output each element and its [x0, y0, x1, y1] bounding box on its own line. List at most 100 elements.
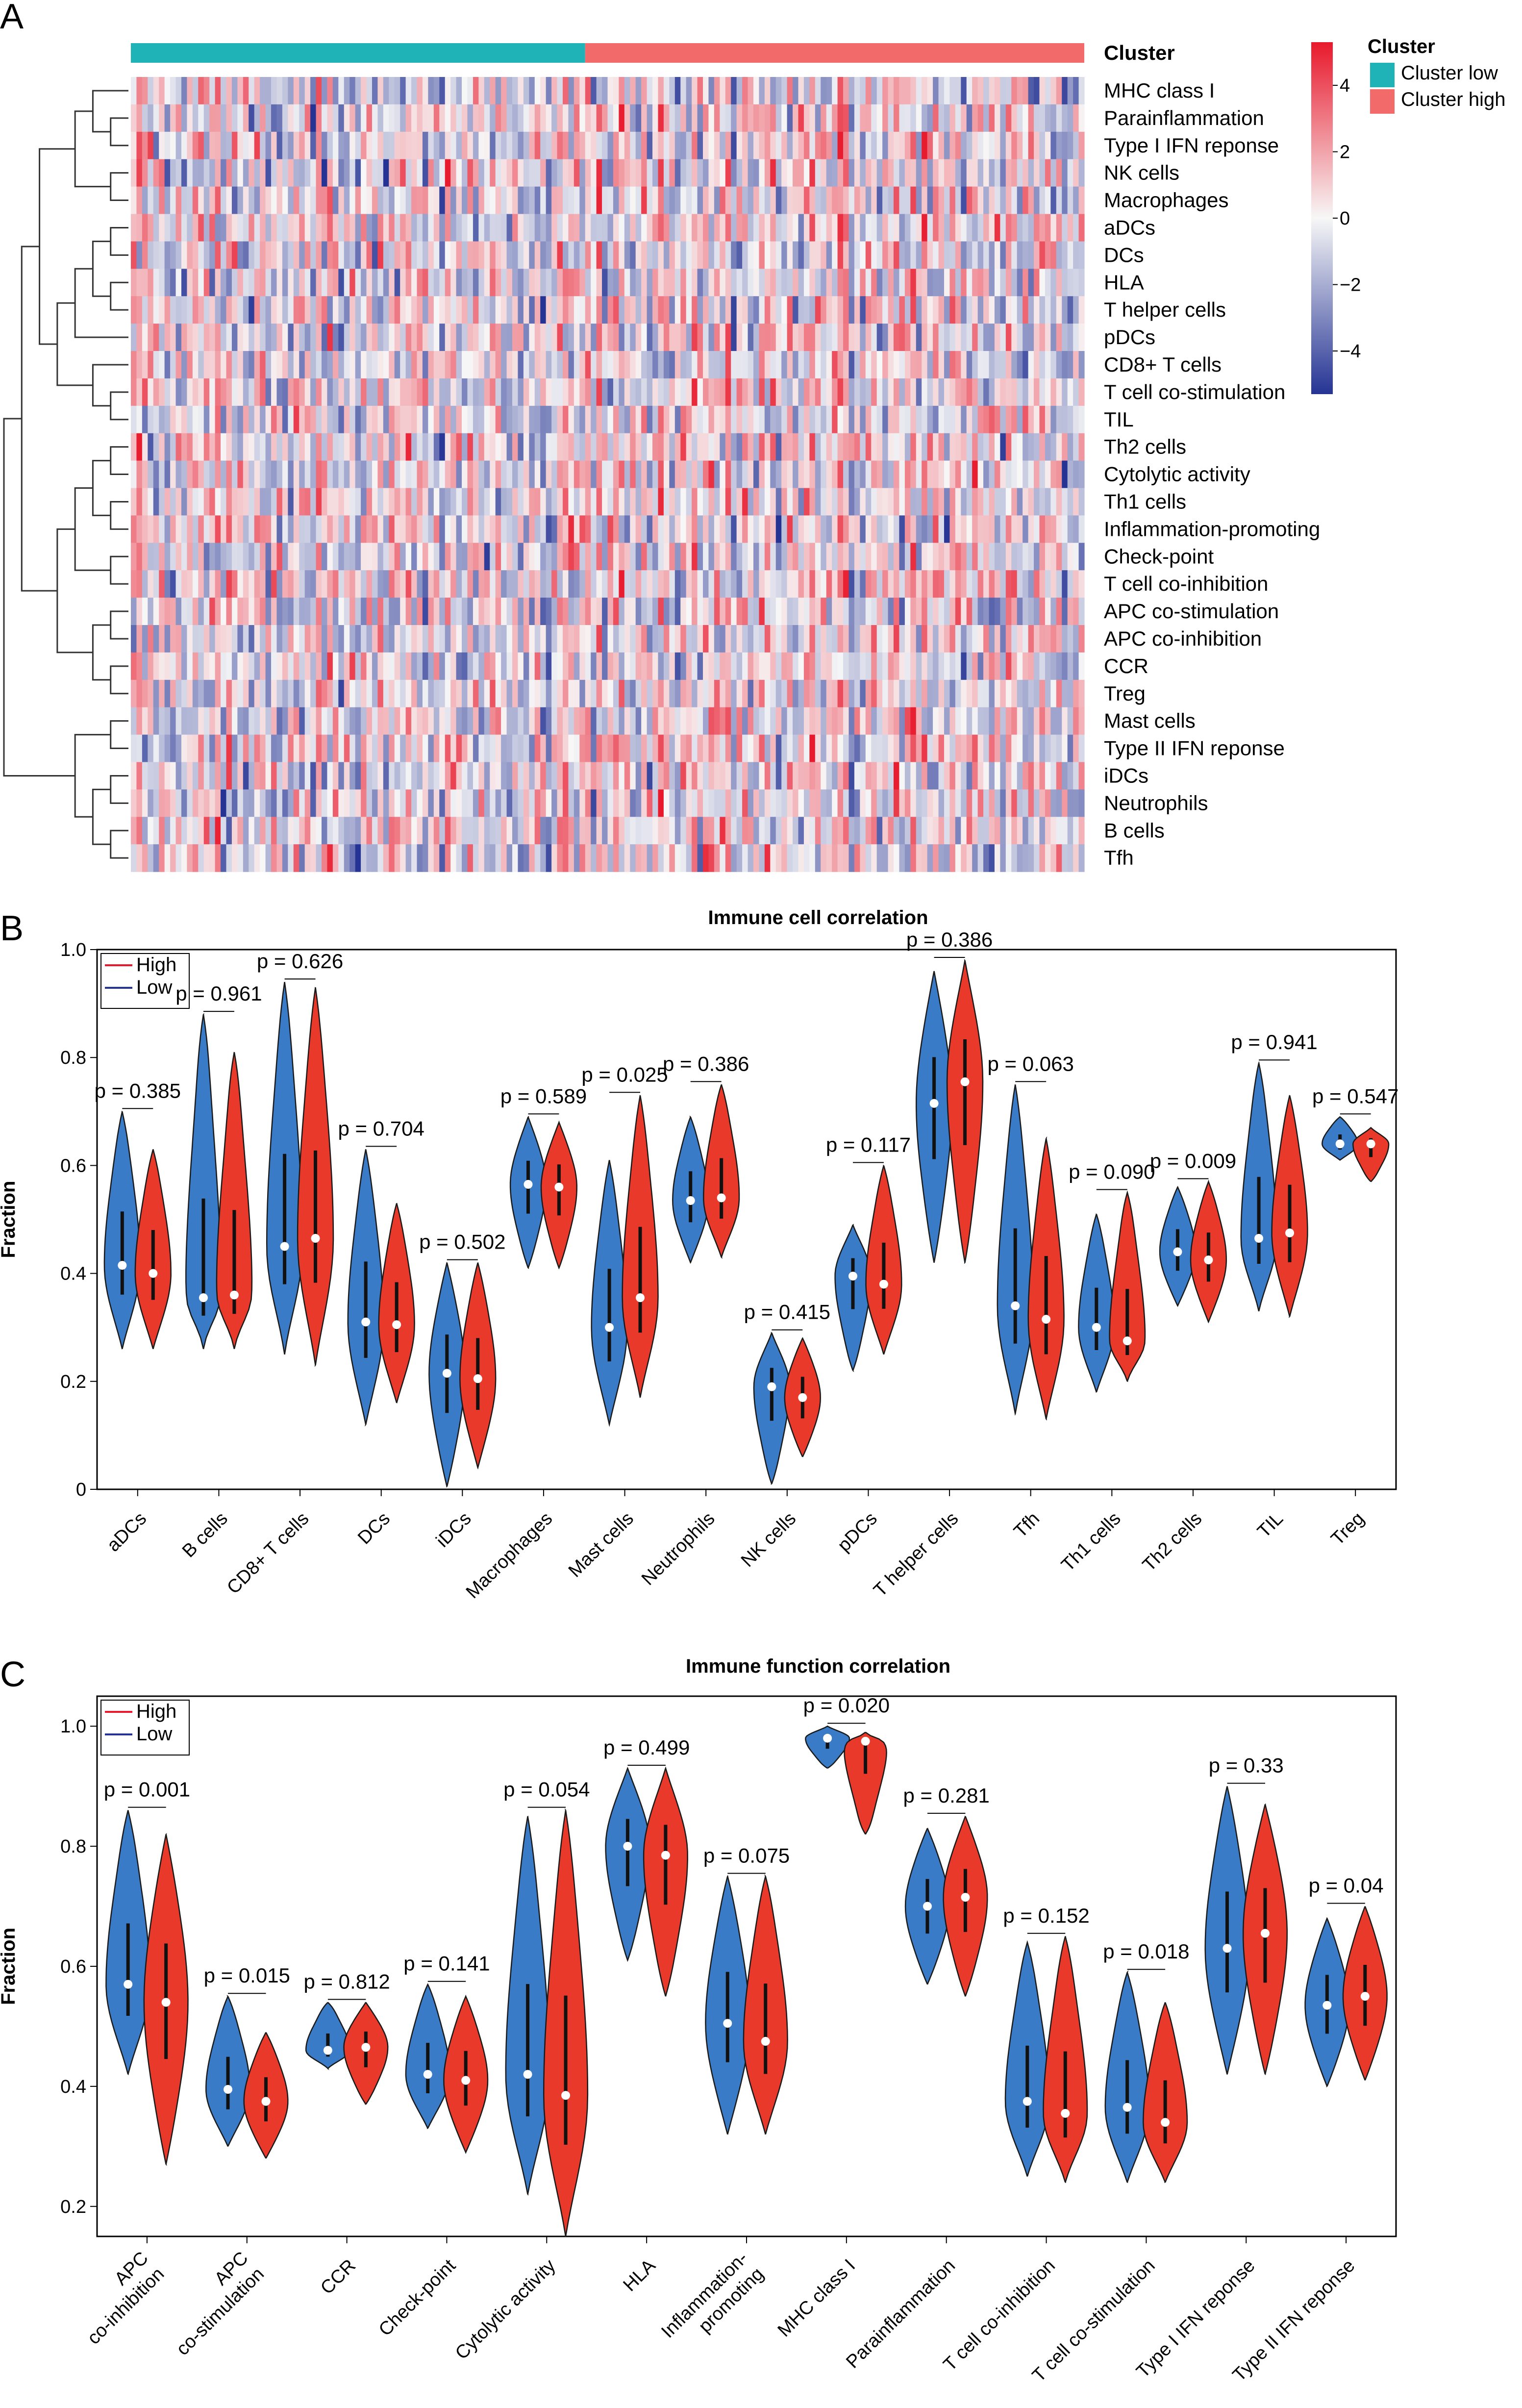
heatmap-cell	[1028, 844, 1034, 872]
heatmap-cell	[983, 77, 990, 105]
heatmap-cell	[809, 159, 816, 187]
heatmap-cell	[221, 296, 227, 324]
heatmap-cell	[529, 570, 535, 598]
heatmap-cell	[641, 241, 648, 269]
heatmap-cell	[938, 405, 945, 434]
heatmap-cell	[450, 460, 457, 489]
heatmap-cell	[473, 131, 479, 160]
heatmap-cell	[249, 378, 255, 406]
heatmap-cell	[187, 570, 193, 598]
heatmap-cell	[1028, 104, 1034, 132]
heatmap-cell	[249, 488, 255, 516]
heatmap-cell	[910, 598, 917, 626]
heatmap-cell	[652, 844, 659, 872]
heatmap-cell	[922, 159, 928, 187]
heatmap-cell	[417, 817, 423, 845]
heatmap-cell	[383, 844, 389, 872]
heatmap-cell	[1073, 324, 1079, 351]
heatmap-cell	[574, 351, 580, 379]
heatmap-cell	[630, 844, 636, 872]
heatmap-cell	[271, 817, 277, 845]
heatmap-cell	[619, 570, 625, 598]
heatmap-cell	[904, 734, 911, 763]
heatmap-cell	[658, 378, 664, 406]
heatmap-cell	[551, 378, 558, 406]
heatmap-cell	[619, 296, 625, 324]
heatmap-cell	[983, 515, 990, 543]
heatmap-cell	[854, 131, 860, 160]
heatmap-cell	[310, 378, 317, 406]
heatmap-cell	[501, 734, 507, 763]
heatmap-cell	[876, 241, 883, 269]
dendrogram-branch	[92, 624, 111, 681]
heatmap-cell	[949, 351, 956, 379]
heatmap-cell	[736, 679, 743, 708]
heatmap-cell	[686, 515, 692, 543]
heatmap-cell	[355, 707, 361, 735]
heatmap-cell	[372, 515, 378, 543]
heatmap-cell	[389, 734, 395, 763]
heatmap-cell	[692, 378, 698, 406]
heatmap-cell	[400, 707, 406, 735]
heatmap-cell	[793, 186, 799, 215]
heatmap-cell	[865, 433, 872, 461]
heatmap-cell	[215, 296, 221, 324]
heatmap-cell	[591, 296, 597, 324]
heatmap-cell	[899, 77, 905, 105]
heatmap-cell	[949, 679, 956, 708]
heatmap-cell	[450, 186, 457, 215]
heatmap-cell	[882, 269, 889, 297]
heatmap-cell	[411, 625, 418, 653]
heatmap-cell	[523, 269, 529, 297]
heatmap-cell	[832, 405, 838, 434]
heatmap-cell	[1005, 351, 1012, 379]
heatmap-cell	[562, 433, 569, 461]
heatmap-cell	[663, 844, 670, 872]
heatmap-cell	[938, 789, 945, 817]
heatmap-cell	[254, 241, 260, 269]
heatmap-cell	[394, 652, 400, 680]
heatmap-cell	[153, 214, 159, 242]
heatmap-cell	[938, 570, 945, 598]
heatmap-cell	[585, 844, 591, 872]
heatmap-cell	[697, 762, 703, 790]
heatmap-cell	[1067, 515, 1073, 543]
heatmap-cell	[826, 762, 832, 790]
heatmap-cell	[720, 104, 726, 132]
heatmap-cell	[142, 570, 148, 598]
heatmap-cell	[894, 543, 900, 571]
heatmap-cell	[164, 186, 171, 215]
heatmap-cell	[1011, 378, 1018, 406]
heatmap-cell	[764, 460, 771, 489]
heatmap-cell	[697, 625, 703, 653]
heatmap-cell	[933, 625, 939, 653]
heatmap-cell	[742, 159, 749, 187]
heatmap-cell	[742, 543, 749, 571]
heatmap-cell	[562, 762, 569, 790]
heatmap-cell	[271, 405, 277, 434]
heatmap-cell	[221, 351, 227, 379]
heatmap-cell	[848, 488, 855, 516]
heatmap-cell	[731, 241, 737, 269]
heatmap-cell	[389, 707, 395, 735]
heatmap-cell	[708, 104, 715, 132]
cluster-bar-high	[585, 43, 1084, 63]
heatmap-cell	[899, 570, 905, 598]
heatmap-cell	[187, 679, 193, 708]
heatmap-cell	[748, 598, 754, 626]
heatmap-cell	[400, 460, 406, 489]
heatmap-cell	[361, 186, 367, 215]
heatmap-cell	[703, 131, 709, 160]
heatmap-cell	[933, 762, 939, 790]
heatmap-cell	[361, 734, 367, 763]
heatmap-cell	[445, 131, 451, 160]
heatmap-cell	[759, 515, 765, 543]
heatmap-cell	[148, 844, 154, 872]
heatmap-cell	[243, 241, 249, 269]
heatmap-cell	[843, 324, 849, 351]
heatmap-cell	[764, 269, 771, 297]
heatmap-cell	[579, 296, 586, 324]
heatmap-cell	[456, 186, 462, 215]
heatmap-cell	[759, 844, 765, 872]
heatmap-cell	[641, 186, 648, 215]
